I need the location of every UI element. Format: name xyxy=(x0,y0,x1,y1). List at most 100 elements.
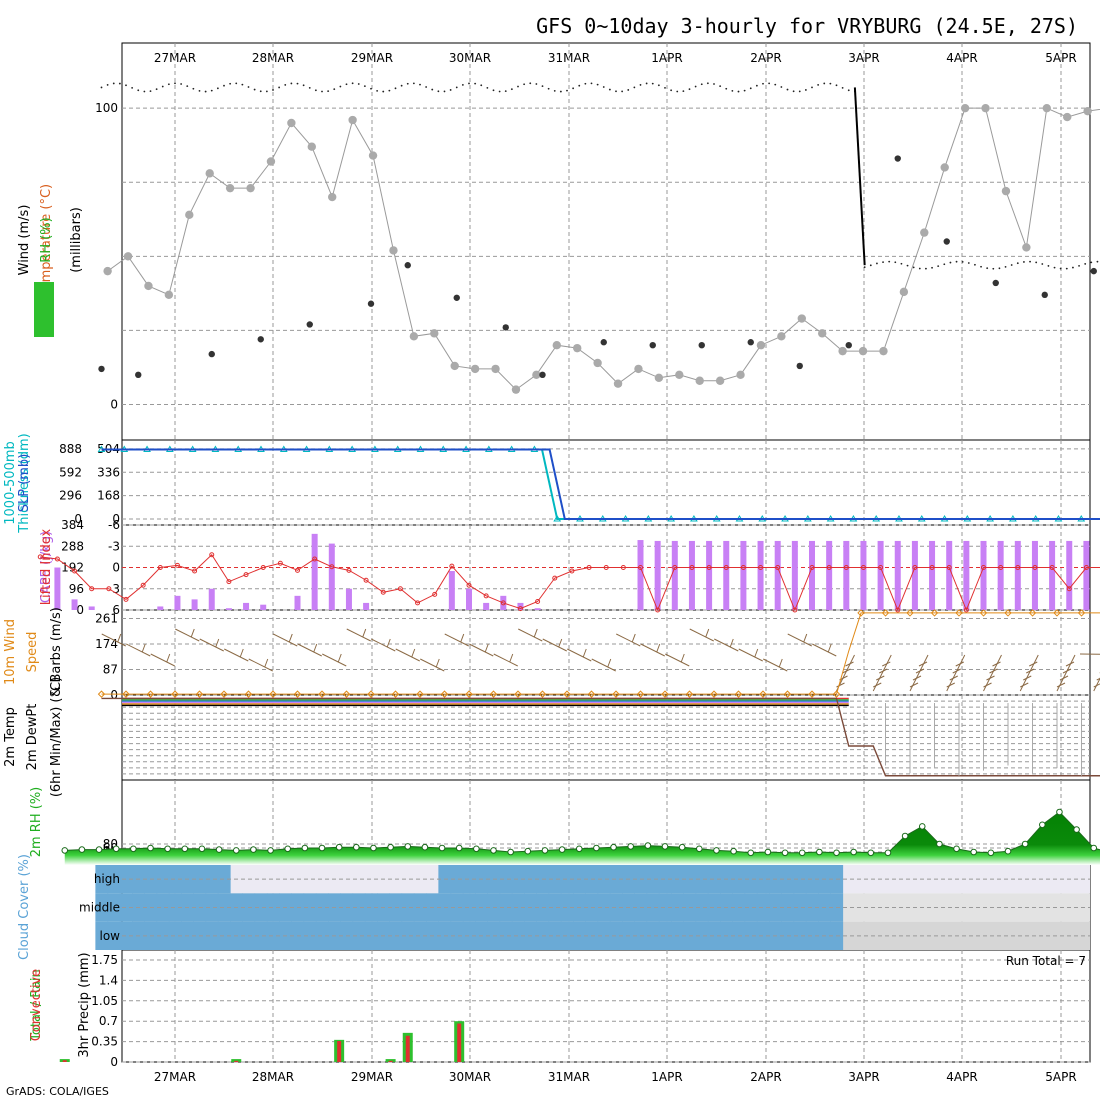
rh-point xyxy=(730,847,737,855)
wind-barb xyxy=(989,668,998,674)
lifted-index-point xyxy=(1066,586,1072,592)
wind-barb xyxy=(224,648,249,662)
y-axis-label: Lifted Index xyxy=(39,528,54,605)
pressure-dot xyxy=(455,86,458,89)
y-tick-label: 0 xyxy=(112,512,120,526)
pressure-dot xyxy=(725,87,728,90)
wind-barb xyxy=(493,653,518,667)
wind-speed-marker xyxy=(710,690,718,698)
lifted-index-point xyxy=(981,565,986,570)
pressure-dot xyxy=(363,85,366,88)
rh-point xyxy=(1073,826,1080,833)
pressure-dot xyxy=(100,86,103,89)
pressure-dot xyxy=(210,89,213,92)
cloud-cover-cell xyxy=(266,921,280,950)
pressure-dot xyxy=(272,89,274,91)
cloud-cover-cell xyxy=(695,893,709,922)
pressure-dot xyxy=(143,90,146,93)
cape-bar xyxy=(809,540,815,610)
cape-bar xyxy=(534,608,541,610)
pressure-dot xyxy=(894,261,897,264)
y-tick-label: 0 xyxy=(112,561,120,575)
pressure-dot xyxy=(174,82,176,85)
cloud-cover-cell xyxy=(462,921,476,950)
pressure-dot xyxy=(1059,267,1062,270)
lifted-index-point xyxy=(586,565,592,570)
cape-bar xyxy=(208,588,215,610)
wind-barb xyxy=(738,648,763,662)
pressure-dot xyxy=(131,86,134,89)
cloud-cover-cell xyxy=(450,893,464,922)
lifted-index-point xyxy=(1083,565,1089,570)
lifted-index-point xyxy=(689,565,695,570)
cloud-cover-cell xyxy=(707,893,721,922)
pressure-dot xyxy=(265,90,268,93)
pressure-dot xyxy=(192,87,195,90)
wind-barb xyxy=(918,661,928,667)
cloud-cover-cell xyxy=(254,893,268,922)
wind-point xyxy=(649,341,656,349)
cloud-cover-cell xyxy=(266,893,280,922)
cloud-level-label: low xyxy=(100,929,121,943)
cloud-cover-cell xyxy=(744,893,758,922)
pressure-dot xyxy=(737,90,740,93)
rh-point xyxy=(455,844,463,852)
wind-barb xyxy=(273,633,298,647)
lifted-index-point xyxy=(363,577,369,583)
rh-point xyxy=(1039,821,1046,829)
cloud-cover-cell xyxy=(658,921,672,950)
pressure-dot xyxy=(161,85,164,88)
pressure-dot xyxy=(167,83,170,86)
cloud-cover-cell xyxy=(695,865,709,894)
wind-point xyxy=(796,362,803,370)
wind-barb xyxy=(386,638,391,648)
rh-point xyxy=(1090,844,1098,852)
wind-barb xyxy=(591,658,616,672)
pressure-dot xyxy=(223,84,225,87)
wind-barb xyxy=(873,682,882,688)
cape-bar xyxy=(328,543,335,610)
rh-point xyxy=(368,151,378,160)
cloud-cover-cell xyxy=(205,893,219,922)
panel-frame-thickness_slp xyxy=(121,439,1091,526)
lifted-index-point xyxy=(89,586,95,592)
lifted-index-point xyxy=(226,579,232,585)
rh-point xyxy=(644,842,652,849)
rh-point xyxy=(654,373,664,382)
cloud-cover-cell xyxy=(217,893,231,922)
precip-convective-bar xyxy=(388,1060,393,1062)
pressure-dot xyxy=(486,86,489,89)
y-axis-label: SLP (mb) xyxy=(17,454,32,513)
pressure-dot xyxy=(633,86,636,89)
pressure-dot xyxy=(333,88,336,91)
pressure-dot xyxy=(949,261,952,264)
wind-speed-marker xyxy=(293,690,302,698)
wind-speed-marker xyxy=(171,690,179,698)
y-tick-label: 0 xyxy=(76,603,84,617)
lifted-index-point xyxy=(397,586,403,592)
wind-speed-marker xyxy=(1053,609,1061,617)
rh-point xyxy=(675,370,684,380)
lifted-index-line xyxy=(40,553,1100,612)
x-date-label-bottom: 1APR xyxy=(651,1070,682,1084)
pressure-dot xyxy=(967,262,970,264)
cape-bar xyxy=(483,602,490,610)
precip-convective-bar xyxy=(337,1041,342,1062)
wind-barb xyxy=(190,628,195,638)
wind-speed-marker xyxy=(955,609,963,617)
pressure-dot xyxy=(912,266,915,269)
rh-point xyxy=(95,846,103,853)
pressure-dot xyxy=(931,266,933,269)
wind-barb xyxy=(607,658,612,668)
wind-point xyxy=(404,262,411,269)
cape-bar xyxy=(826,540,833,610)
wind-speed-marker xyxy=(269,690,277,698)
lifted-index-point xyxy=(243,572,249,578)
wind-speed-marker xyxy=(220,690,228,698)
pressure-dot xyxy=(657,84,660,87)
wind-point xyxy=(1090,267,1097,275)
y-axis-label: Temperature (°C) xyxy=(39,184,54,297)
pressure-dot xyxy=(1084,263,1087,265)
pressure-dot xyxy=(1047,265,1050,267)
wind-speed-marker xyxy=(1004,609,1012,617)
